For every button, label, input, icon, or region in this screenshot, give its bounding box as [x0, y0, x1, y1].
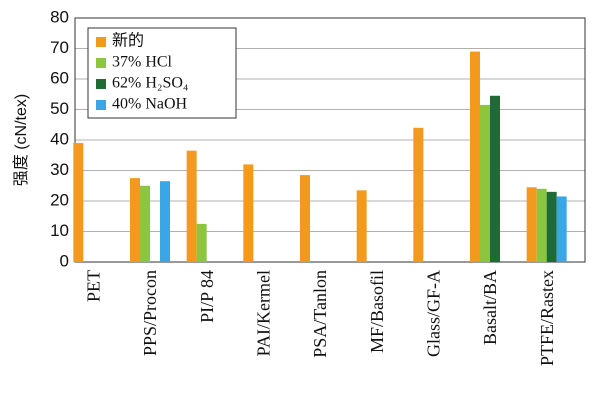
legend-swatch	[96, 100, 106, 110]
legend-label: 62% H₂SO₄	[112, 75, 189, 92]
y-tick-label: 80	[50, 7, 69, 26]
bar	[130, 178, 140, 262]
legend-swatch	[96, 79, 106, 89]
y-tick-label: 50	[50, 99, 69, 118]
y-axis-label: 强度 (cN/tex)	[12, 94, 30, 186]
y-tick-label: 40	[50, 129, 69, 148]
y-tick-label: 30	[50, 160, 69, 179]
bar	[356, 190, 367, 262]
x-tick-label: PI/P 84	[197, 270, 217, 323]
legend-swatch	[96, 58, 106, 68]
y-tick-label: 20	[50, 190, 69, 209]
bar	[490, 95, 500, 263]
x-tick-label: MF/Basofil	[367, 270, 387, 353]
legend-box	[87, 27, 237, 119]
bar	[413, 127, 424, 262]
x-tick-label: PTFE/Rastex	[537, 270, 557, 366]
legend-label: 37% HCl	[112, 54, 173, 71]
x-tick-label: PPS/Procon	[140, 270, 160, 356]
x-tick-label: PET	[83, 270, 103, 302]
bar	[140, 185, 150, 262]
bar	[160, 181, 170, 262]
bar	[546, 191, 557, 262]
bar	[243, 164, 254, 262]
bar	[556, 196, 567, 262]
y-tick-label: 10	[50, 221, 69, 240]
x-tick-label: Glass/GF-A	[423, 270, 443, 357]
bar	[480, 104, 490, 262]
x-tick-label: PAI/Kermel	[253, 270, 273, 356]
legend-label: 新的	[112, 32, 144, 50]
y-tick-label: 0	[60, 251, 69, 270]
legend-label: 40% NaOH	[112, 96, 188, 113]
plot-frame	[74, 17, 586, 263]
bar	[73, 143, 84, 262]
bar	[526, 187, 537, 262]
bar	[536, 188, 547, 262]
bar	[300, 175, 310, 262]
x-tick-label: Basalt/BA	[480, 270, 500, 345]
y-tick-label: 70	[50, 38, 69, 57]
bar	[186, 150, 197, 262]
bar	[470, 51, 480, 262]
x-tick-label: PSA/Tanlon	[310, 270, 330, 358]
bar	[196, 223, 207, 262]
legend-swatch	[96, 37, 106, 47]
y-tick-label: 60	[50, 68, 69, 87]
